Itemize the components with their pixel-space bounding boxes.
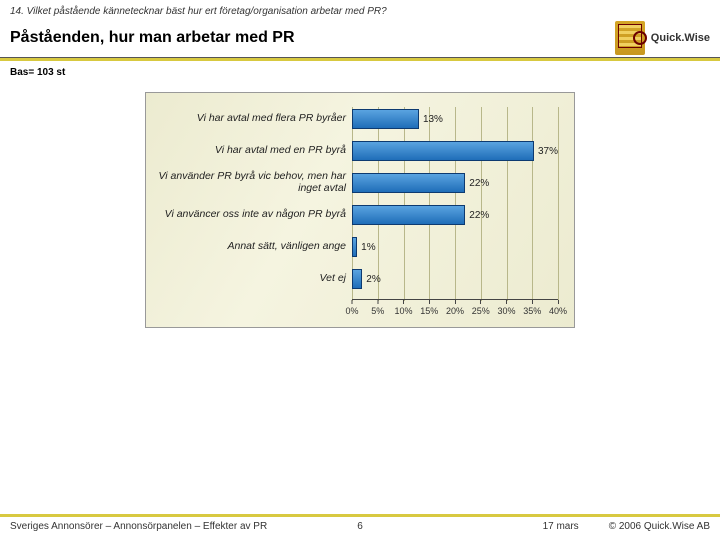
title-row: Påståenden, hur man arbetar med PR Quick… <box>0 21 720 57</box>
chart-row: Vi har avtal med en PR byrå 37% <box>152 139 558 163</box>
axis-tick-label: 25% <box>472 306 490 316</box>
bar-area: 1% <box>352 235 558 259</box>
category-label: Vi har avtal med flera PR byråer <box>152 113 352 125</box>
bar-value: 22% <box>469 210 489 221</box>
bar <box>352 141 534 161</box>
footer-copyright: © 2006 Quick.Wise AB <box>609 521 710 532</box>
bar-area: 22% <box>352 203 558 227</box>
category-label: Vi använder PR byrå vic behov, men har i… <box>152 171 352 194</box>
chart-container: Vi har avtal med flera PR byråer13%Vi ha… <box>0 92 720 328</box>
logo-icon <box>615 21 645 55</box>
category-label: Vi använcer oss inte av någon PR byrå <box>152 209 352 221</box>
bar-value: 37% <box>538 146 558 157</box>
category-label: Vet ej <box>152 273 352 285</box>
footer-left: Sveriges Annonsörer – Annonsörpanelen – … <box>10 521 267 532</box>
chart-row: Vet ej 2% <box>152 267 558 291</box>
axis-tick-label: 20% <box>446 306 464 316</box>
axis-tick: 10% <box>394 300 412 316</box>
footer: Sveriges Annonsörer – Annonsörpanelen – … <box>0 514 720 536</box>
bar-value: 1% <box>361 242 375 253</box>
axis-tick: 25% <box>472 300 490 316</box>
axis-tick-label: 5% <box>371 306 384 316</box>
x-axis: 0%5%10%15%20%25%30%35%40% <box>352 299 558 319</box>
axis-tick: 15% <box>420 300 438 316</box>
base-text: Bas= 103 st <box>0 61 720 82</box>
axis-tick-label: 15% <box>420 306 438 316</box>
axis-tick-label: 10% <box>394 306 412 316</box>
bar-area: 22% <box>352 171 558 195</box>
footer-date: 17 mars <box>543 521 579 532</box>
axis-tick: 30% <box>497 300 515 316</box>
question-text: 14. Vilket påstående kännetecknar bäst h… <box>0 0 720 21</box>
bar <box>352 205 465 225</box>
chart-row: Vi har avtal med flera PR byråer 13% <box>152 107 558 131</box>
bar <box>352 173 465 193</box>
logo-text: Quick.Wise <box>651 32 710 44</box>
axis-tick-label: 35% <box>523 306 541 316</box>
category-label: Vi har avtal med en PR byrå <box>152 145 352 157</box>
bar <box>352 237 357 257</box>
bar-area: 37% <box>352 139 558 163</box>
axis-tick-label: 30% <box>497 306 515 316</box>
axis-tick-label: 40% <box>549 306 567 316</box>
axis-tick: 5% <box>371 300 384 316</box>
page-title: Påståenden, hur man arbetar med PR <box>10 29 295 47</box>
bar-area: 13% <box>352 107 558 131</box>
chart-row: Vi använder PR byrå vic behov, men har i… <box>152 171 558 195</box>
axis-tick: 40% <box>549 300 567 316</box>
axis-tick: 0% <box>345 300 358 316</box>
bar-value: 2% <box>366 274 380 285</box>
bar-chart: Vi har avtal med flera PR byråer13%Vi ha… <box>145 92 575 328</box>
bar-area: 2% <box>352 267 558 291</box>
axis-tick: 35% <box>523 300 541 316</box>
bar <box>352 109 419 129</box>
chart-row: Annat sätt, vänligen ange 1% <box>152 235 558 259</box>
axis-tick: 20% <box>446 300 464 316</box>
bar-value: 13% <box>423 114 443 125</box>
logo: Quick.Wise <box>615 21 710 55</box>
footer-page: 6 <box>357 521 363 532</box>
category-label: Annat sätt, vänligen ange <box>152 241 352 253</box>
chart-row: Vi använcer oss inte av någon PR byrå 22% <box>152 203 558 227</box>
axis-tick-label: 0% <box>345 306 358 316</box>
bar <box>352 269 362 289</box>
bar-value: 22% <box>469 178 489 189</box>
